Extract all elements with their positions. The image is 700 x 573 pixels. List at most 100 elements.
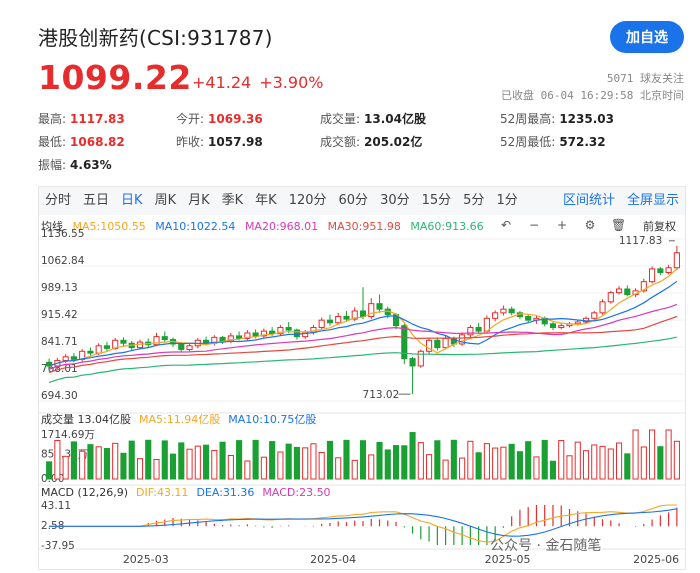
- volume-bar: [79, 450, 86, 480]
- macd-legend-item: MACD (12,26,9): [41, 486, 128, 499]
- stat-label: 成交量:: [320, 112, 361, 126]
- candle-body: [549, 323, 557, 328]
- zoom-out-icon[interactable]: −: [528, 218, 540, 232]
- macd-legend: MACD (12,26,9) DIF:43.11 DEA:31.36 MACD:23.…: [41, 486, 331, 499]
- volume-legend-item: 成交量 13.04亿股: [41, 412, 131, 426]
- price-axis-label: 915.42: [41, 309, 78, 321]
- candle-body: [615, 288, 623, 294]
- stat-52w-low: 52周最低: 572.32: [500, 133, 606, 150]
- volume-legend-item: MA5:11.94亿股: [139, 413, 220, 426]
- candle-body: [426, 339, 433, 352]
- tab-60min[interactable]: 60分: [338, 193, 369, 208]
- candle-body: [318, 319, 325, 328]
- price-axis-label: 694.30: [41, 390, 78, 402]
- range-stats-button[interactable]: 区间统计: [562, 193, 615, 208]
- adjust-toggle[interactable]: 前复权: [643, 220, 676, 233]
- change-pct: +3.90%: [259, 73, 324, 92]
- volume-bar: [219, 441, 226, 480]
- back-icon[interactable]: ↶: [500, 218, 512, 232]
- tab-quarterly[interactable]: 季K: [221, 193, 244, 208]
- volume-bar: [343, 439, 350, 480]
- stat-low: 最低: 1068.82: [38, 133, 125, 150]
- volume-bar: [62, 455, 69, 480]
- volume-bar: [632, 429, 639, 480]
- volume-bar: [120, 452, 127, 480]
- settings-icon[interactable]: ⚙: [584, 218, 596, 232]
- current-price: 1099.22: [38, 58, 192, 97]
- volume-bar: [136, 458, 144, 480]
- fullscreen-button[interactable]: 全屏显示: [626, 193, 679, 208]
- tab-120min[interactable]: 120分: [288, 193, 327, 208]
- stat-label: 最高:: [38, 112, 67, 126]
- tab-15min[interactable]: 15分: [421, 193, 452, 208]
- volume-bar: [500, 446, 507, 480]
- price-axis-label: 841.71: [41, 336, 78, 348]
- min-price-annotation: 713.02: [363, 389, 400, 401]
- volume-bar: [318, 451, 325, 480]
- candle-body: [417, 350, 424, 367]
- price-axis-label: 989.13: [41, 282, 78, 294]
- followers-count[interactable]: 5071 球友关注: [606, 72, 684, 85]
- volume-bar: [459, 457, 466, 480]
- candle-body: [500, 308, 507, 314]
- stat-amplitude: 振幅: 4.63%: [38, 156, 112, 173]
- volume-bar: [302, 447, 309, 480]
- volume-bar: [112, 442, 119, 480]
- zoom-in-icon[interactable]: +: [556, 218, 568, 232]
- stat-value: 1235.03: [559, 112, 614, 126]
- price-axis-label: 1136.55: [41, 228, 84, 240]
- macd-axis-label: 43.11: [41, 500, 71, 512]
- candle-body: [376, 303, 383, 310]
- volume-bar: [409, 432, 416, 480]
- candle-body: [649, 268, 656, 283]
- volume-bar: [599, 445, 606, 480]
- tab-weekly[interactable]: 周K: [154, 193, 177, 208]
- dif-line: [49, 504, 677, 543]
- volume-bar: [269, 441, 276, 480]
- change-abs: +41.24: [192, 73, 252, 92]
- volume-bar: [285, 443, 292, 480]
- macd-legend-item: MACD:23.50: [262, 486, 330, 499]
- stat-label: 今开:: [176, 112, 205, 126]
- candle-body: [475, 326, 482, 332]
- candle-body: [459, 334, 466, 345]
- tab-daily[interactable]: 日K: [121, 193, 143, 208]
- ma5-line: [48, 268, 678, 367]
- tab-5day[interactable]: 五日: [83, 193, 110, 208]
- add-watchlist-button[interactable]: 加自选: [610, 21, 684, 53]
- candle-body: [624, 288, 631, 296]
- candle-body: [236, 335, 243, 339]
- volume-bar: [169, 453, 177, 480]
- volume-bar: [673, 440, 680, 480]
- tab-yearly[interactable]: 年K: [255, 193, 277, 208]
- tab-5min[interactable]: 5分: [463, 193, 485, 208]
- volume-bar: [277, 451, 284, 480]
- ma-legend-label: 均线: [41, 220, 63, 233]
- volume-bar: [335, 457, 342, 480]
- candle-body: [607, 292, 614, 303]
- tab-30min[interactable]: 30分: [380, 193, 410, 208]
- volume-bar: [194, 445, 201, 480]
- volume-bar: [368, 454, 375, 480]
- volume-bar: [384, 449, 391, 480]
- macd-legend-item: DIF:43.11: [136, 486, 188, 499]
- volume-bar: [236, 440, 243, 480]
- chart-toolbar: ↶ − + ⚙ 🗑: [499, 218, 627, 232]
- tab-1min[interactable]: 1分: [496, 193, 518, 208]
- volume-bar: [558, 440, 565, 480]
- volume-bar: [450, 439, 457, 480]
- volume-bar: [657, 446, 664, 480]
- candle-body: [657, 268, 664, 274]
- candle-body: [103, 345, 111, 349]
- stat-value: 1057.98: [208, 135, 263, 149]
- tab-monthly[interactable]: 月K: [188, 193, 210, 208]
- kline-svg[interactable]: 1136.551062.84989.13915.42841.71768.0169…: [39, 187, 685, 569]
- volume-legend: 成交量 13.04亿股 MA5:11.94亿股 MA10:10.75亿股: [41, 412, 316, 426]
- candle-body: [640, 281, 647, 292]
- volume-bar: [153, 459, 160, 480]
- tab-intraday[interactable]: 分时: [45, 193, 72, 208]
- stat-high: 最高: 1117.83: [38, 110, 125, 127]
- delete-icon[interactable]: 🗑: [611, 218, 627, 232]
- volume-bar: [178, 442, 185, 480]
- volume-axis-label: 0.00: [41, 473, 64, 485]
